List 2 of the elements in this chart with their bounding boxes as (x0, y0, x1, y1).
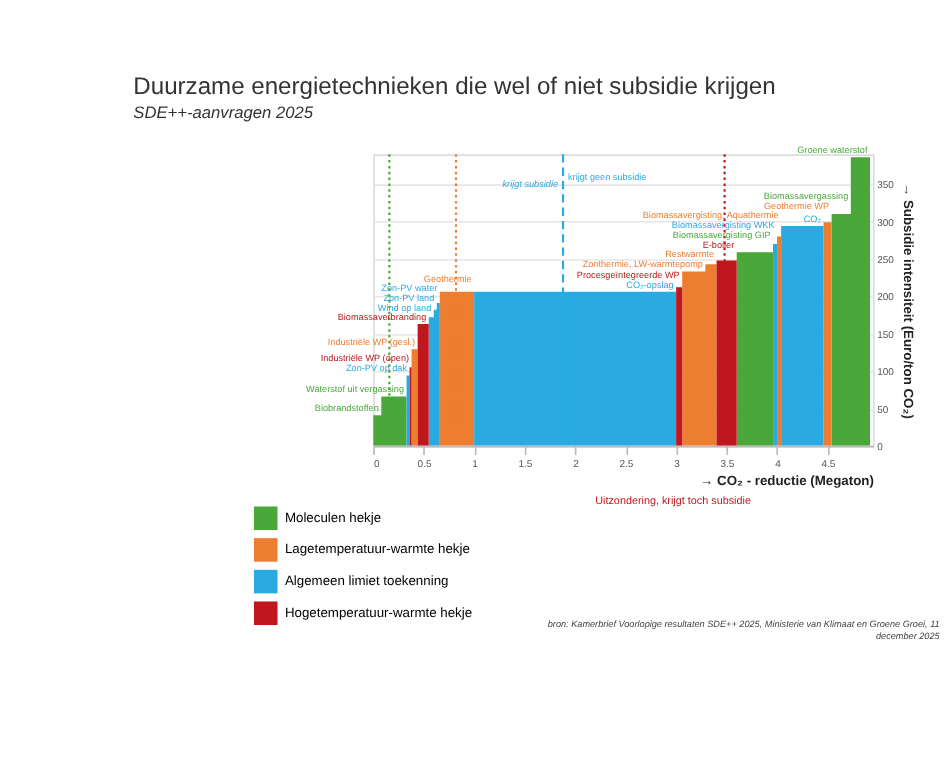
chart-title: Duurzame energietechnieken die wel of niet subsidie krijgen (133, 71, 776, 100)
text: SDE++-aanvragen 2025 (133, 102, 314, 123)
